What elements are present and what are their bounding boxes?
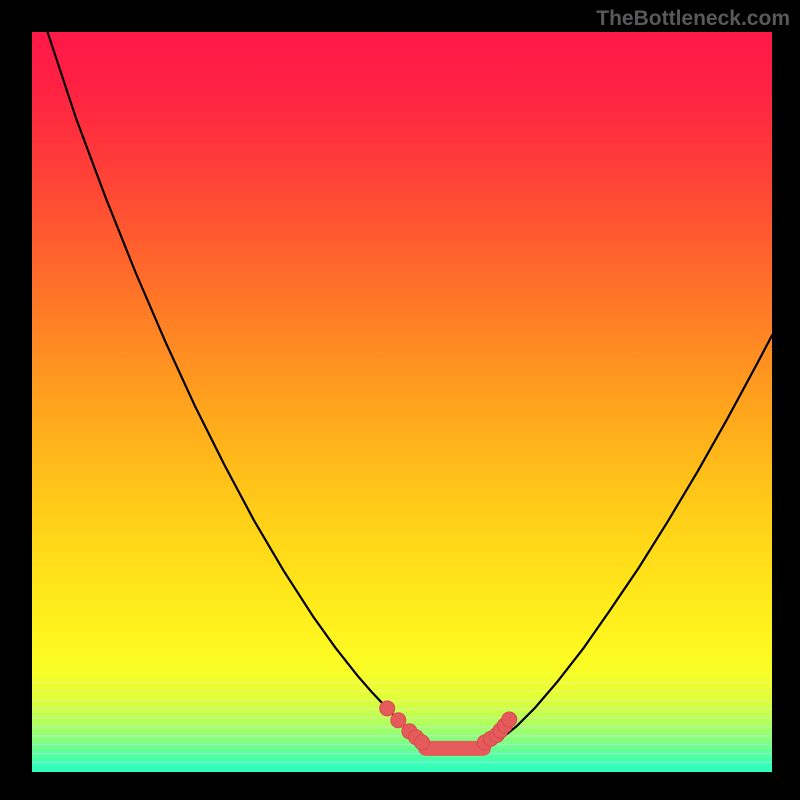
gradient-band xyxy=(32,744,772,746)
marker-dot-left xyxy=(414,735,429,750)
gradient-band xyxy=(32,762,772,764)
gradient-band xyxy=(32,699,772,701)
gradient-band xyxy=(32,691,772,693)
marker-dot-right xyxy=(502,712,517,727)
gradient-band xyxy=(32,682,772,684)
marker-dot-left xyxy=(380,701,395,716)
chart-svg xyxy=(32,32,772,772)
gradient-band xyxy=(32,753,772,755)
marker-dot-left xyxy=(391,713,406,728)
watermark-text: TheBottleneck.com xyxy=(596,7,790,31)
plot-area xyxy=(32,32,772,772)
gradient-band xyxy=(32,708,772,710)
gradient-background xyxy=(32,32,772,772)
gradient-band xyxy=(32,735,772,737)
chart-container: TheBottleneck.com xyxy=(0,0,800,800)
